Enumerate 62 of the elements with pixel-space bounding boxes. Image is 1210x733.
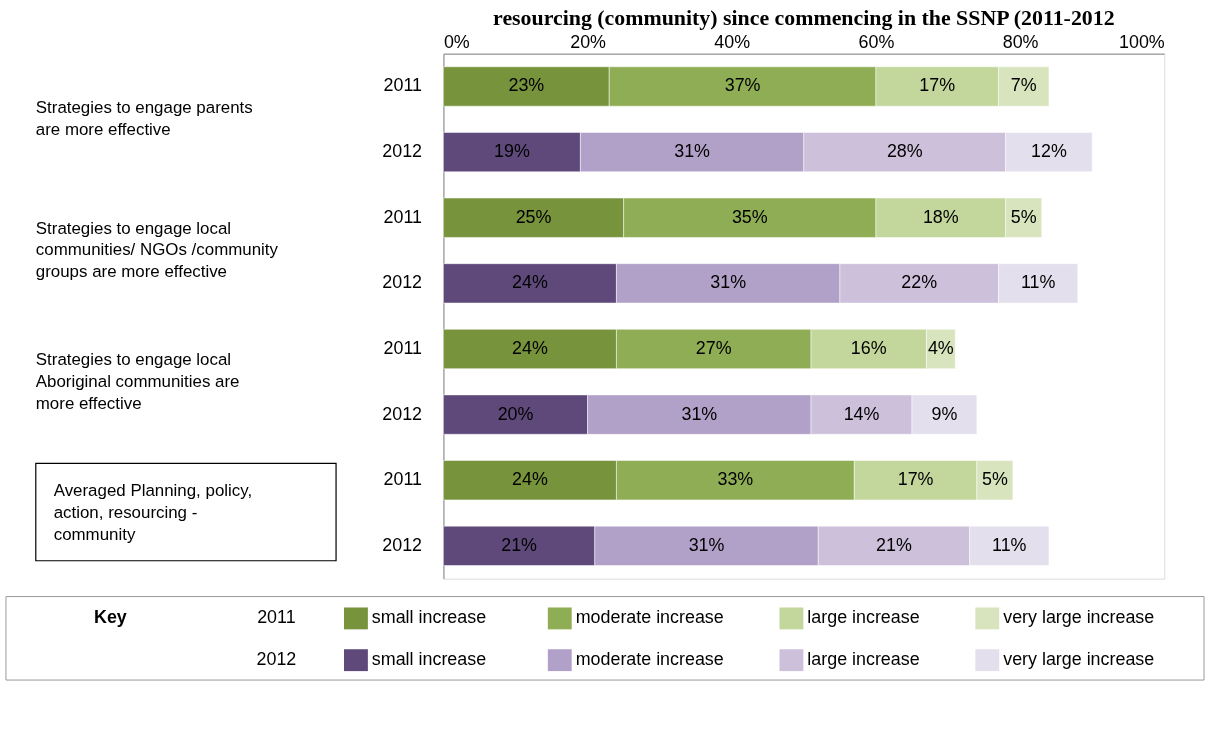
data-label: 23% xyxy=(508,75,545,96)
y-tick-label: 2011 xyxy=(383,75,423,96)
data-label: 35% xyxy=(731,206,768,227)
x-tick-label: 0% xyxy=(443,32,470,53)
legend-title: Key xyxy=(93,607,127,628)
text: small increase xyxy=(371,649,487,670)
data-label: 21% xyxy=(876,534,912,555)
text: Averaged Planning, policy, action, resourcing - community xyxy=(53,481,253,544)
data-label: 19% xyxy=(494,141,530,162)
data-label: 37% xyxy=(724,75,761,96)
y-tick-label: 2011 xyxy=(383,469,423,490)
data-label: 31% xyxy=(674,141,711,162)
y-tick-label: 2011 xyxy=(383,337,423,358)
y-tick-label: 2012 xyxy=(382,141,423,162)
data-label: 17% xyxy=(897,469,934,490)
data-label: 14% xyxy=(843,403,880,424)
data-label: 9% xyxy=(931,403,958,424)
data-label: 24% xyxy=(512,272,548,293)
data-label: 31% xyxy=(681,403,718,424)
text: moderate increase xyxy=(575,649,724,670)
data-label: 11% xyxy=(992,534,1027,555)
legend-label: large increase xyxy=(807,607,920,628)
legend-label: small increase xyxy=(371,607,487,628)
x-tick-label: 100% xyxy=(1119,32,1165,53)
y-tick-label: 2012 xyxy=(382,272,423,293)
y-tick-label: 2012 xyxy=(382,403,423,424)
data-label: 17% xyxy=(919,75,956,96)
data-label: 21% xyxy=(501,534,538,555)
data-label: 5% xyxy=(1010,206,1037,227)
data-label: 22% xyxy=(901,272,938,293)
legend-label: very large increase xyxy=(1003,607,1155,628)
text: Strategies to engage parents are more effective xyxy=(35,98,253,140)
x-tick-label: 60% xyxy=(858,32,895,53)
data-label: 28% xyxy=(886,141,923,162)
data-label: 33% xyxy=(717,469,754,490)
category-label: 2011 xyxy=(257,607,296,628)
category-label: 2012 xyxy=(256,649,297,670)
data-label: 5% xyxy=(981,469,1008,490)
data-label: 7% xyxy=(1010,75,1037,96)
data-label: 4% xyxy=(927,337,954,358)
x-tick-label: 80% xyxy=(1002,32,1039,53)
chart-title: resourcing (community) since commencing in the SSNP (2011-2012 xyxy=(493,5,1115,30)
legend-label: moderate increase xyxy=(575,607,724,628)
x-tick-label: 20% xyxy=(570,32,607,53)
text: Strategies to engage local communities/ NGOs /community groups are more effective xyxy=(35,218,279,282)
text: large increase xyxy=(807,649,920,670)
data-label: 20% xyxy=(497,403,534,424)
y-tick-label: 2011 xyxy=(383,206,423,227)
x-tick-label: 40% xyxy=(714,32,751,53)
data-label: 31% xyxy=(688,534,725,555)
y-tick-label: 2012 xyxy=(382,534,423,555)
data-label: 25% xyxy=(515,206,552,227)
data-label: 11% xyxy=(1020,272,1056,293)
data-label: 24% xyxy=(512,337,548,358)
data-label: 12% xyxy=(1031,141,1067,162)
data-label: 27% xyxy=(695,337,732,358)
data-label: 16% xyxy=(850,337,887,358)
data-label: 18% xyxy=(922,206,959,227)
text: Strategies to engage local Aboriginal communities are more effective xyxy=(35,349,240,413)
data-label: 31% xyxy=(710,272,747,293)
data-label: 24% xyxy=(512,469,548,490)
text: very large increase xyxy=(1003,649,1155,670)
